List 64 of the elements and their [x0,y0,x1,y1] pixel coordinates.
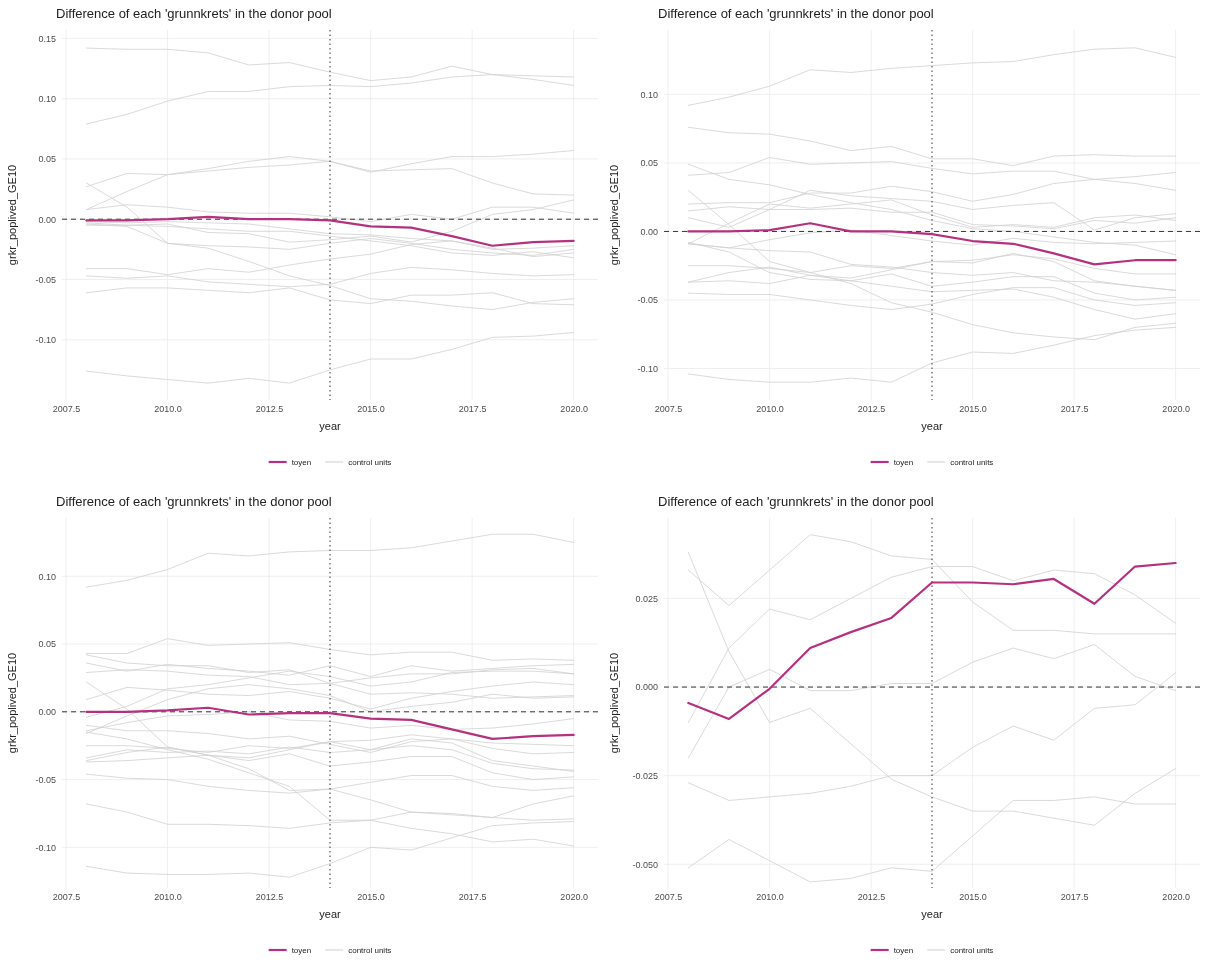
x-axis-title: year [921,908,944,920]
legend-label: control units [348,946,392,955]
y-tick-label: 0.05 [38,639,56,650]
legend-label: toyen [893,458,914,467]
y-tick-label: 0.10 [38,94,56,105]
legend-label: toyen [291,458,312,467]
y-tick-label: 0.00 [38,214,56,225]
chart-title: Difference of each 'grunnkrets' in the donor pool [56,494,332,509]
x-tick-label: 2020.0 [560,404,588,415]
y-tick-label: 0.00 [38,707,56,718]
x-tick-label: 2012.5 [255,404,284,415]
x-tick-label: 2015.0 [959,404,987,415]
y-axis-title: grkr_poplived_GE10 [608,164,620,266]
x-tick-label: 2007.5 [654,404,683,415]
chart-title: Difference of each 'grunnkrets' in the donor pool [658,6,934,21]
x-tick-label: 2007.5 [52,892,81,903]
y-tick-label: -0.05 [35,274,56,285]
y-tick-label: 0.05 [640,158,658,169]
chart-title: Difference of each 'grunnkrets' in the donor pool [658,494,934,509]
y-tick-label: 0.10 [640,89,658,100]
x-tick-label: 2020.0 [1162,404,1190,415]
y-axis-title: grkr_poplived_GE10 [608,652,620,754]
legend-label: control units [348,458,392,467]
y-axis-title: grkr_poplived_GE10 [6,652,18,754]
x-tick-label: 2017.5 [458,892,487,903]
y-tick-label: 0.05 [38,154,56,165]
x-tick-label: 2012.5 [857,892,886,903]
legend-label: toyen [893,946,914,955]
x-tick-label: 2020.0 [1162,892,1190,903]
legend-label: toyen [291,946,312,955]
x-tick-label: 2012.5 [255,892,284,903]
x-tick-label: 2015.0 [357,892,385,903]
y-tick-label: -0.05 [35,774,56,785]
y-axis-title: grkr_poplived_GE10 [6,164,18,266]
x-tick-label: 2017.5 [458,404,487,415]
legend-label: control units [950,946,994,955]
x-tick-label: 2010.0 [756,892,784,903]
x-tick-label: 2020.0 [560,892,588,903]
y-tick-label: 0.00 [640,226,658,237]
y-tick-label: -0.10 [637,363,658,374]
y-tick-label: -0.05 [637,295,658,306]
y-tick-label: 0.10 [38,571,56,582]
chart-title: Difference of each 'grunnkrets' in the donor pool [56,6,332,21]
x-axis-title: year [319,908,342,920]
y-tick-label: -0.025 [632,771,658,782]
x-tick-label: 2012.5 [857,404,886,415]
y-tick-label: 0.15 [38,33,56,44]
x-tick-label: 2015.0 [357,404,385,415]
x-tick-label: 2007.5 [52,404,81,415]
legend-label: control units [950,458,994,467]
x-tick-label: 2017.5 [1060,892,1089,903]
x-tick-label: 2015.0 [959,892,987,903]
y-tick-label: 0.025 [635,593,658,604]
x-tick-label: 2010.0 [756,404,784,415]
x-tick-label: 2010.0 [154,892,182,903]
y-tick-label: -0.050 [632,859,658,870]
x-axis-title: year [319,420,342,432]
x-tick-label: 2017.5 [1060,404,1089,415]
x-tick-label: 2010.0 [154,404,182,415]
y-tick-label: -0.10 [35,335,56,346]
x-axis-title: year [921,420,944,432]
y-tick-label: 0.000 [635,682,658,693]
x-tick-label: 2007.5 [654,892,683,903]
y-tick-label: -0.10 [35,842,56,853]
